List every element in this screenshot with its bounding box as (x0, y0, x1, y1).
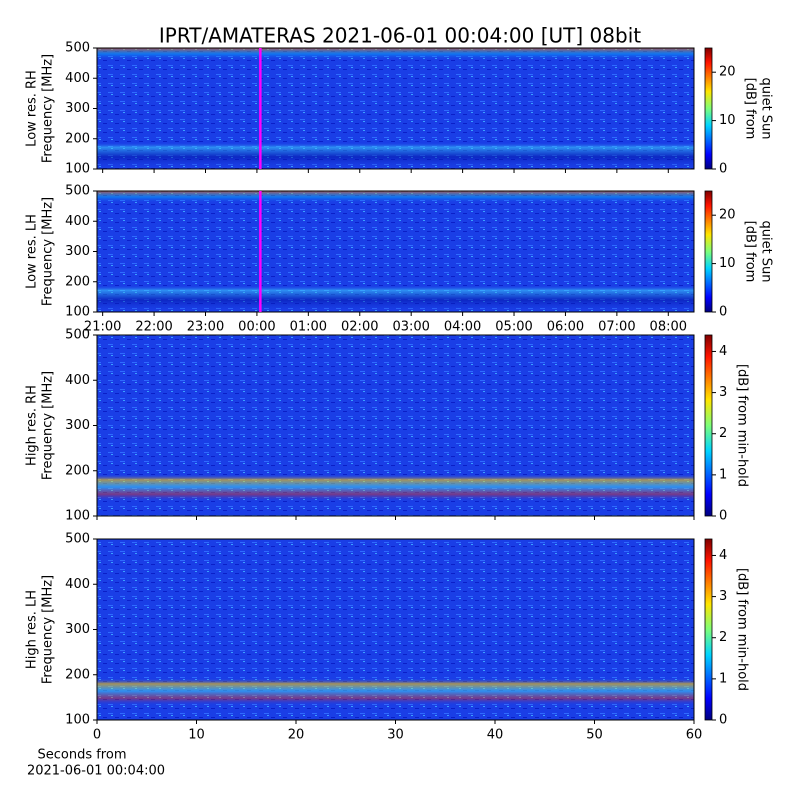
colorbar-tick-label: 0 (719, 305, 727, 320)
x-axis-label: Seconds from (37, 748, 126, 763)
colorbar-label: [dB] from (743, 78, 758, 140)
y-axis-label: Low res. LH (25, 214, 40, 289)
colorbar-tick-label: 1 (719, 467, 727, 482)
colorbar-tick-label: 10 (719, 256, 736, 271)
x-tick-label: 01:00 (290, 320, 327, 335)
y-tick-label: 100 (65, 509, 90, 524)
x-tick-label: 23:00 (187, 320, 224, 335)
colorbar-tick-label: 4 (719, 548, 727, 563)
y-tick-label: 200 (65, 463, 90, 478)
colorbar (704, 47, 713, 170)
y-tick-label: 400 (65, 71, 90, 86)
colorbar-label: quiet Sun (759, 220, 774, 282)
y-tick-label: 300 (65, 418, 90, 433)
x-tick-label: 60 (686, 728, 703, 743)
x-tick-label: 07:00 (598, 320, 635, 335)
colorbar-label: quiet Sun (759, 77, 774, 139)
y-tick-label: 300 (65, 101, 90, 116)
y-tick-label: 500 (65, 328, 90, 343)
spectrogram-bands (97, 539, 694, 720)
y-tick-label: 300 (65, 622, 90, 637)
y-axis-label: High res. RH (25, 385, 40, 466)
colorbar-label: [dB] from min-hold (735, 364, 750, 487)
x-tick-label: 05:00 (495, 320, 532, 335)
y-tick-label: 200 (65, 274, 90, 289)
y-axis-label: Frequency [MHz] (41, 371, 56, 480)
colorbar-tick-label: 1 (719, 671, 727, 686)
x-tick-label: 02:00 (341, 320, 378, 335)
y-axis-label: Frequency [MHz] (41, 54, 56, 163)
y-axis-label: Low res. RH (25, 70, 40, 147)
colorbar-tick-label: 2 (719, 426, 727, 441)
x-tick-label: 04:00 (444, 320, 481, 335)
colorbar-tick-label: 10 (719, 113, 736, 128)
x-axis-label: 2021-06-01 00:04:00 (27, 764, 165, 779)
x-tick-label: 10 (188, 728, 205, 743)
y-tick-label: 100 (65, 162, 90, 177)
x-tick-label: 06:00 (547, 320, 584, 335)
y-axis-label: Frequency [MHz] (41, 575, 56, 684)
y-tick-label: 100 (65, 305, 90, 320)
y-tick-label: 400 (65, 373, 90, 388)
colorbar-tick-label: 3 (719, 385, 727, 400)
colorbar (704, 334, 713, 517)
spectrogram-bands (97, 335, 694, 516)
y-tick-label: 200 (65, 667, 90, 682)
y-tick-label: 200 (65, 131, 90, 146)
y-axis-label: High res. LH (25, 590, 40, 669)
y-axis-label: Frequency [MHz] (41, 197, 56, 306)
x-tick-label: 0 (93, 728, 101, 743)
colorbar-tick-label: 4 (719, 344, 727, 359)
figure-title: IPRT/AMATERAS 2021-06-01 00:04:00 [UT] 0… (159, 24, 641, 48)
spectrogram-bands (97, 191, 694, 312)
x-tick-label: 50 (586, 728, 603, 743)
colorbar (704, 538, 713, 721)
colorbar-tick-label: 0 (719, 509, 727, 524)
y-tick-label: 500 (65, 41, 90, 56)
x-tick-label: 03:00 (392, 320, 429, 335)
x-tick-label: 22:00 (135, 320, 172, 335)
y-tick-label: 500 (65, 184, 90, 199)
y-tick-label: 100 (65, 713, 90, 728)
colorbar-label: [dB] from min-hold (735, 568, 750, 691)
colorbar-tick-label: 20 (719, 208, 736, 223)
colorbar-tick-label: 0 (719, 713, 727, 728)
colorbar (704, 190, 713, 313)
colorbar-tick-label: 0 (719, 162, 727, 177)
colorbar-tick-label: 2 (719, 630, 727, 645)
colorbar-label: [dB] from (743, 221, 758, 283)
colorbar-tick-label: 3 (719, 589, 727, 604)
y-tick-label: 400 (65, 214, 90, 229)
x-tick-label: 40 (487, 728, 504, 743)
x-tick-label: 21:00 (84, 320, 121, 335)
y-tick-label: 300 (65, 244, 90, 259)
x-tick-label: 20 (288, 728, 305, 743)
colorbar-tick-label: 20 (719, 65, 736, 80)
y-tick-label: 500 (65, 532, 90, 547)
spectrogram-bands (97, 48, 694, 169)
x-tick-label: 30 (387, 728, 404, 743)
x-tick-label: 00:00 (238, 320, 275, 335)
x-tick-label: 08:00 (650, 320, 687, 335)
y-tick-label: 400 (65, 577, 90, 592)
